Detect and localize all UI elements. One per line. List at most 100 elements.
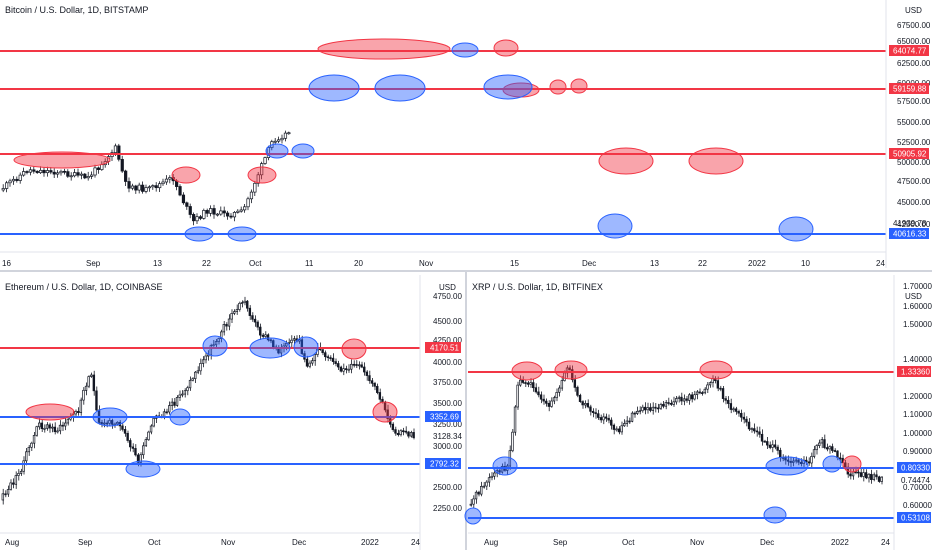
btc-candle [280, 137, 284, 141]
xrp-candle [724, 398, 727, 401]
xrp-resistance-ellipse[interactable] [511, 361, 543, 381]
btc-candle [188, 206, 192, 215]
xrp-candle [597, 413, 600, 418]
btc-time-label: Oct [249, 259, 262, 268]
btc-resistance-ellipse[interactable] [570, 78, 588, 94]
xrp-support-ellipse[interactable] [822, 455, 842, 473]
btc-support-ellipse[interactable] [308, 74, 360, 102]
btc-resistance-ellipse[interactable] [171, 166, 201, 184]
xrp-support-ellipse[interactable] [464, 507, 482, 525]
eth-candle [9, 482, 12, 490]
btc-price-axis[interactable]: USD 67500.00 65000.00 62500.00 60000.00 … [885, 0, 931, 268]
btc-candle [246, 198, 250, 208]
xrp-candle [703, 388, 707, 394]
btc-candle [8, 180, 12, 184]
btc-resistance-ellipse[interactable] [317, 38, 451, 60]
btc-resistance-ellipse[interactable] [598, 147, 654, 175]
xrp-candle [620, 425, 623, 433]
eth-candle [240, 302, 244, 304]
xrp-candle [532, 382, 535, 389]
btc-support-ellipse[interactable] [778, 216, 814, 242]
xrp-support-ellipse[interactable] [492, 456, 518, 476]
eth-candle [235, 309, 239, 312]
btc-candle [198, 216, 203, 219]
btc-candle [266, 147, 271, 158]
xrp-candle [591, 410, 595, 413]
btc-candle [222, 210, 226, 214]
eth-candle [409, 432, 413, 437]
btc-resistance-ellipse[interactable] [247, 166, 277, 184]
xrp-candle [628, 420, 631, 423]
btc-candle [137, 184, 141, 191]
btc-support-ellipse[interactable] [483, 74, 533, 100]
xrp-candle [870, 473, 873, 480]
xrp-candle [838, 457, 842, 460]
btc-candle [253, 182, 257, 193]
eth-support-ellipse[interactable] [125, 460, 161, 478]
xrp-plot-area[interactable] [468, 275, 894, 533]
xrp-candle [469, 503, 473, 506]
btc-time-label: 13 [153, 259, 162, 268]
xrp-candle [487, 477, 491, 483]
xrp-resistance-ellipse[interactable] [554, 360, 588, 380]
btc-resistance-ellipse[interactable] [688, 147, 744, 175]
xrp-support-ellipse[interactable] [765, 456, 809, 476]
btc-plot-area[interactable] [0, 0, 886, 252]
btc-support-ellipse[interactable] [265, 143, 289, 159]
eth-price-tick: 3000.00 [433, 442, 462, 451]
btc-support-ellipse[interactable] [451, 42, 479, 58]
eth-resistance-ellipse[interactable] [341, 338, 367, 360]
eth-support-ellipse[interactable] [169, 408, 191, 426]
eth-price-axis[interactable]: USD 4750.00 4500.00 4250.00 4000.00 3750… [419, 275, 462, 550]
btc-support-ellipse[interactable] [184, 226, 214, 242]
btc-candle [18, 174, 22, 181]
eth-plot-area[interactable] [0, 275, 420, 533]
eth-candle [391, 423, 395, 430]
xrp-candle [664, 402, 668, 407]
xrp-candle [604, 416, 608, 419]
btc-candle [249, 191, 254, 200]
xrp-time-axis[interactable]: Aug Sep Oct Nov Dec 2022 24 [468, 532, 894, 547]
xrp-resistance-ellipse[interactable] [842, 455, 862, 473]
xrp-support-ellipse[interactable] [763, 506, 787, 524]
btc-support-ellipse[interactable] [597, 213, 633, 239]
btc-candle [151, 185, 155, 188]
xrp-candle [550, 400, 553, 407]
eth-time-axis[interactable]: Aug Sep Oct Nov Dec 2022 24 [0, 532, 420, 547]
xrp-candle [547, 402, 551, 407]
eth-candle [225, 324, 228, 327]
btc-candle [45, 170, 50, 174]
xrp-price-tick: 0.90000 [903, 447, 932, 456]
xrp-candle [688, 394, 691, 401]
xrp-candle [493, 472, 496, 477]
btc-support-ellipse[interactable] [291, 143, 315, 159]
eth-support-ellipse[interactable] [249, 337, 291, 359]
eth-support-ellipse[interactable] [202, 335, 228, 357]
xrp-candle [753, 428, 756, 432]
eth-candle [251, 315, 254, 320]
eth-candle [253, 318, 257, 323]
xrp-price-axis[interactable]: USD 1.70000 1.60000 1.50000 1.40000 1.20… [893, 275, 932, 550]
eth-resistance-ellipse[interactable] [372, 401, 398, 423]
xrp-candle [630, 412, 634, 422]
eth-candle [77, 411, 80, 413]
btc-support-ellipse[interactable] [227, 226, 257, 242]
btc-support-ellipse[interactable] [374, 74, 426, 102]
eth-candle [337, 363, 340, 368]
eth-support-ellipse[interactable] [92, 407, 128, 427]
btc-resistance-ellipse[interactable] [493, 39, 519, 57]
xrp-candle [529, 382, 532, 385]
eth-support-ellipse[interactable] [293, 336, 319, 358]
eth-candle [363, 366, 366, 373]
eth-time-label: Nov [221, 538, 235, 547]
btc-time-axis[interactable]: 16 Sep 13 22 Oct 11 20 Nov 15 Dec 13 22 … [0, 251, 886, 268]
xrp-candle [789, 460, 792, 463]
xrp-current-price: 0.74474 [901, 476, 930, 485]
btc-candle [273, 140, 277, 143]
eth-resistance-ellipse[interactable] [25, 403, 75, 421]
btc-resistance-ellipse[interactable] [13, 151, 111, 169]
xrp-candle [617, 428, 621, 433]
xrp-resistance-ellipse[interactable] [699, 360, 733, 380]
btc-currency-label: USD [905, 6, 922, 15]
btc-resistance-ellipse[interactable] [549, 79, 567, 95]
